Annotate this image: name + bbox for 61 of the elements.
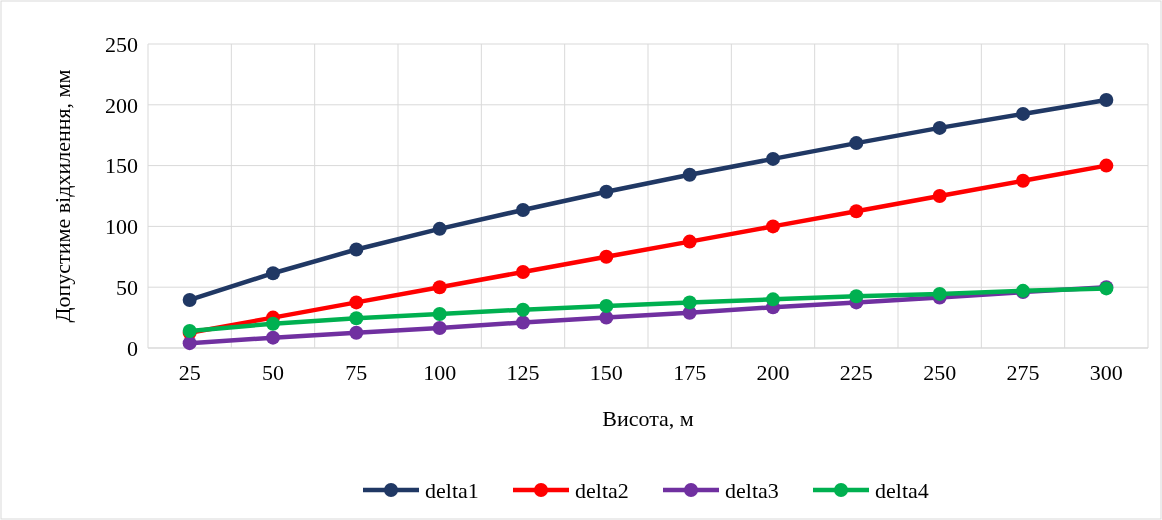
point: [516, 302, 530, 317]
point: [599, 310, 614, 325]
y-tick-label: 200: [105, 92, 138, 118]
y-tick-label: 0: [127, 335, 138, 361]
y-tick-label: 50: [116, 274, 138, 300]
x-tick-label: 275: [1006, 360, 1040, 385]
point: [932, 120, 947, 135]
point: [599, 184, 614, 199]
x-tick-label: 225: [839, 360, 873, 385]
point: [349, 311, 364, 326]
legend-label: delta4: [875, 477, 929, 503]
point: [266, 330, 280, 345]
x-tick-label: 125: [506, 360, 540, 385]
legend-label: delta1: [425, 477, 479, 503]
y-tick-label: 150: [105, 153, 138, 179]
point: [182, 336, 197, 351]
point: [599, 299, 614, 314]
x-tick-label: 50: [262, 360, 284, 385]
point: [432, 306, 447, 321]
point: [349, 295, 364, 310]
point: [1099, 158, 1114, 173]
point: [349, 325, 364, 340]
point: [349, 242, 364, 257]
point: [849, 136, 864, 151]
point: [432, 221, 447, 236]
point: [932, 189, 947, 203]
point: [266, 316, 280, 331]
point: [682, 167, 697, 182]
y-axis-title: Допустиме відхилення, мм: [50, 69, 75, 323]
x-tick-label: 150: [589, 360, 623, 385]
x-tick-label: 200: [756, 360, 790, 385]
x-axis-title: Висота, м: [602, 406, 694, 431]
point: [432, 280, 447, 295]
point: [682, 295, 697, 310]
x-tick-label: 250: [923, 360, 957, 385]
point: [849, 204, 864, 219]
x-tick-label: 175: [673, 360, 707, 385]
legend-label: delta3: [725, 477, 779, 503]
point: [766, 151, 780, 166]
point: [766, 292, 780, 307]
point: [682, 234, 697, 249]
x-tick-label: 25: [178, 360, 201, 385]
point: [182, 292, 197, 307]
x-tick-label: 300: [1089, 360, 1123, 385]
point: [516, 315, 530, 330]
point: [516, 265, 530, 279]
point: [1099, 92, 1114, 107]
x-tick-label: 100: [423, 360, 457, 385]
legend-label: delta2: [575, 477, 629, 503]
y-tick-label: 250: [105, 31, 138, 57]
point: [1016, 106, 1030, 121]
point: [432, 320, 447, 335]
point: [1016, 173, 1030, 188]
point: [266, 266, 280, 281]
point: [932, 286, 947, 301]
point: [766, 219, 780, 234]
y-tick-label: 100: [105, 214, 138, 240]
point: [849, 289, 864, 304]
point: [516, 202, 530, 217]
x-tick-label: 75: [345, 360, 368, 385]
point: [599, 249, 614, 264]
